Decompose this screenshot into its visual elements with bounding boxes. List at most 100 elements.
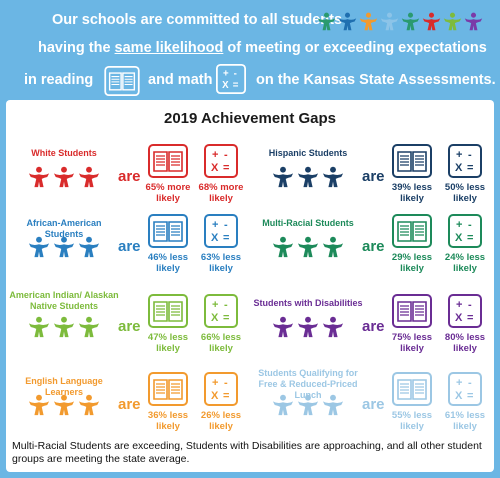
- math-calculator-icon: + - X =: [204, 144, 244, 178]
- student-group: American Indian/ Alaskan Native Students…: [6, 290, 250, 366]
- header-line-2: having the same likelihood of meeting or…: [38, 40, 487, 56]
- math-stat: 61% less likely: [444, 410, 486, 432]
- svg-text:+: +: [212, 299, 218, 311]
- math-calculator-icon: + - X =: [204, 372, 244, 406]
- are-word: are: [118, 396, 141, 413]
- reading-book-icon: [392, 372, 432, 406]
- group-label: English Language Learners: [25, 376, 103, 397]
- person-icon: [28, 166, 50, 188]
- reading-stat: 46% less likely: [147, 252, 189, 274]
- header-line-1: Our schools are committed to all student…: [52, 12, 343, 28]
- svg-text:X: X: [211, 390, 219, 402]
- reading-book-icon: [148, 372, 188, 406]
- svg-text:+: +: [223, 68, 229, 79]
- math-stat: 26% less likely: [200, 410, 242, 432]
- svg-text:-: -: [468, 299, 472, 311]
- reading-stat: 55% less likely: [391, 410, 433, 432]
- svg-text:-: -: [224, 299, 228, 311]
- svg-text:+: +: [456, 299, 462, 311]
- math-calculator-icon: + - X =: [448, 372, 488, 406]
- svg-text:-: -: [224, 377, 228, 389]
- group-label: White Students: [31, 148, 97, 158]
- svg-text:=: =: [467, 312, 473, 324]
- person-icon: [78, 394, 100, 416]
- reading-stat: 47% less likely: [147, 332, 189, 354]
- group-label: African-American Students: [26, 218, 102, 239]
- header-line-2-start: having the: [38, 40, 115, 56]
- person-icon: [78, 316, 100, 338]
- svg-text:+: +: [456, 377, 462, 389]
- person-icon: [78, 236, 100, 258]
- student-group: Students with Disabilities are + - X = 7…: [250, 290, 494, 366]
- group-label: Hispanic Students: [268, 148, 348, 158]
- math-stat: 80% less likely: [444, 332, 486, 354]
- svg-text:-: -: [468, 377, 472, 389]
- svg-text:X: X: [211, 162, 219, 174]
- math-stat: 50% less likely: [444, 182, 486, 204]
- svg-text:+: +: [212, 377, 218, 389]
- math-calculator-icon: + - X =: [204, 214, 244, 248]
- reading-stat: 29% less likely: [391, 252, 433, 274]
- math-calculator-icon: + - X =: [448, 214, 488, 248]
- svg-text:+: +: [456, 219, 462, 231]
- svg-text:-: -: [224, 219, 228, 231]
- svg-text:+: +: [212, 219, 218, 231]
- are-word: are: [118, 168, 141, 185]
- header-person-icon: [380, 12, 399, 31]
- reading-book-icon: [148, 144, 188, 178]
- reading-book-icon: [148, 294, 188, 328]
- group-label: Multi-Racial Students: [262, 218, 354, 228]
- person-icon: [322, 166, 344, 188]
- group-label: American Indian/ Alaskan Native Students: [9, 290, 119, 311]
- person-icon: [28, 236, 50, 258]
- svg-text:=: =: [233, 80, 239, 91]
- person-icon: [322, 316, 344, 338]
- header-line-3a: in reading: [24, 72, 94, 88]
- header-calculator-icon: + - X =: [216, 64, 246, 94]
- svg-text:=: =: [223, 162, 229, 174]
- math-stat: 63% less likely: [200, 252, 242, 274]
- reading-book-icon: [392, 144, 432, 178]
- math-stat: 66% less likely: [200, 332, 242, 354]
- svg-text:X: X: [211, 312, 219, 324]
- header-person-icon: [401, 12, 420, 31]
- header-banner: Our schools are committed to all student…: [0, 0, 500, 100]
- reading-stat: 36% less likely: [147, 410, 189, 432]
- header-line-3b: and math: [148, 72, 213, 88]
- reading-stat: 65% more likely: [145, 182, 191, 204]
- math-calculator-icon: + - X =: [204, 294, 244, 328]
- person-icon: [28, 394, 50, 416]
- svg-text:=: =: [467, 232, 473, 244]
- svg-text:+: +: [456, 149, 462, 161]
- are-word: are: [118, 318, 141, 335]
- person-icon: [297, 166, 319, 188]
- footer-note: Multi-Racial Students are exceeding, Stu…: [12, 440, 482, 465]
- person-icon: [322, 394, 344, 416]
- svg-text:-: -: [234, 68, 237, 79]
- svg-text:X: X: [211, 232, 219, 244]
- header-person-icon: [443, 12, 462, 31]
- svg-text:=: =: [467, 390, 473, 402]
- math-calculator-icon: + - X =: [448, 144, 488, 178]
- are-word: are: [362, 168, 385, 185]
- svg-text:=: =: [223, 232, 229, 244]
- person-icon: [53, 394, 75, 416]
- header-line-3c: on the Kansas State Assessments.: [256, 72, 496, 88]
- svg-text:-: -: [468, 219, 472, 231]
- person-icon: [297, 394, 319, 416]
- svg-text:=: =: [467, 162, 473, 174]
- panel-title: 2019 Achievement Gaps: [163, 110, 337, 127]
- group-label: Students with Disabilities: [253, 298, 363, 308]
- reading-stat: 39% less likely: [391, 182, 433, 204]
- header-line-2-end: of meeting or exceeding expectations: [223, 40, 487, 56]
- student-group: African-American Students are + - X = 46…: [6, 210, 250, 286]
- math-calculator-icon: + - X =: [448, 294, 488, 328]
- reading-book-icon: [392, 294, 432, 328]
- svg-text:X: X: [455, 232, 463, 244]
- header-people-row: [317, 12, 483, 31]
- header-book-icon: [103, 66, 141, 96]
- reading-stat: 75% less likely: [391, 332, 433, 354]
- svg-text:=: =: [223, 312, 229, 324]
- math-stat: 24% less likely: [444, 252, 486, 274]
- person-icon: [322, 236, 344, 258]
